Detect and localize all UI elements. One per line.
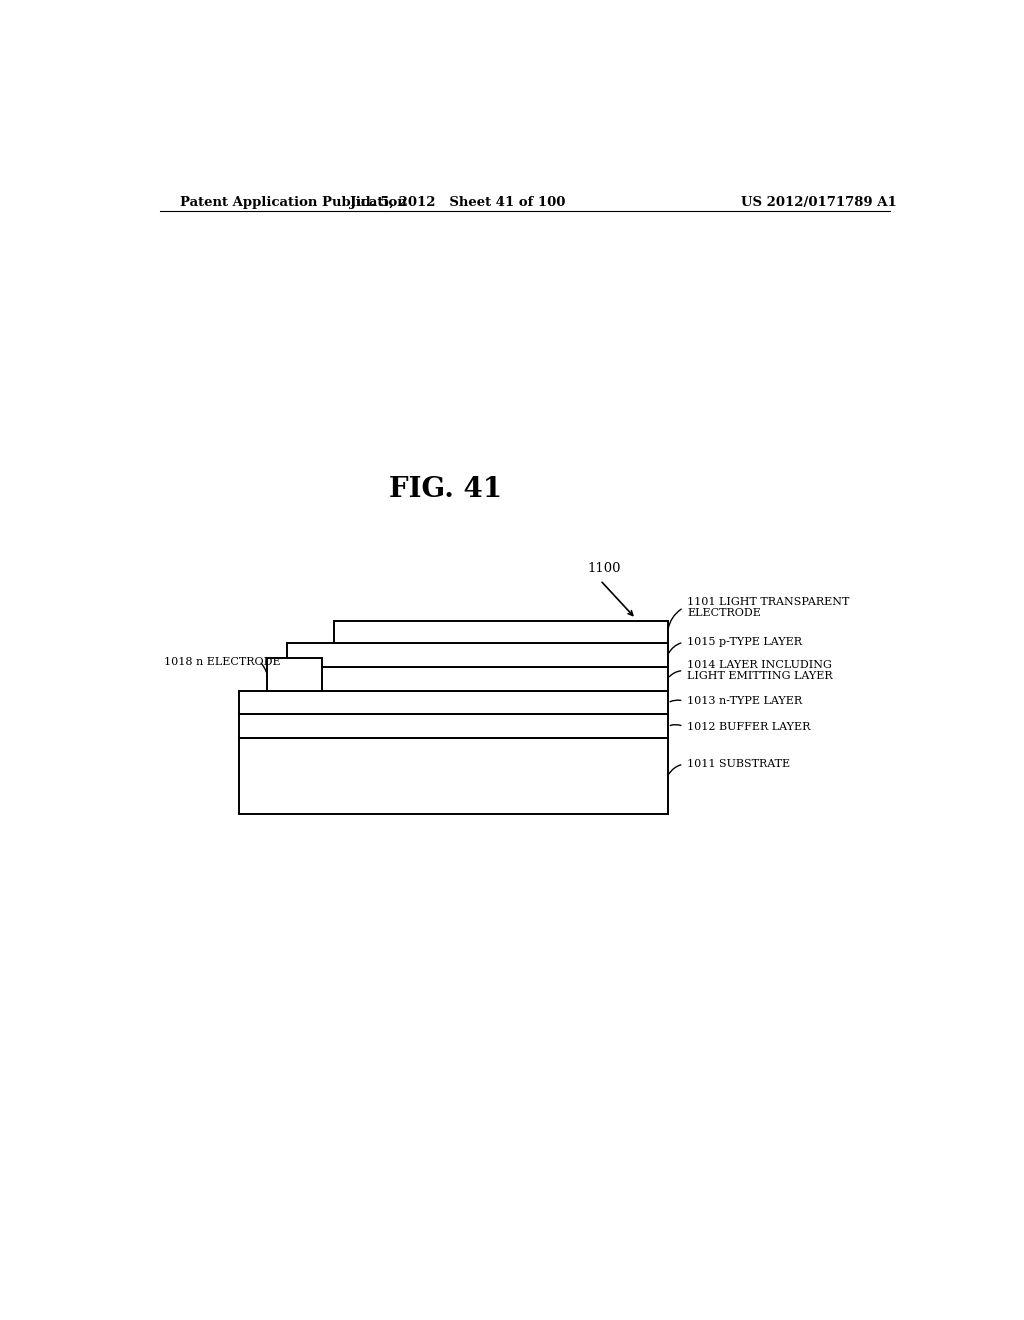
- Bar: [287, 667, 668, 690]
- Bar: [334, 620, 668, 643]
- Text: 1014 LAYER INCLUDING
LIGHT EMITTING LAYER: 1014 LAYER INCLUDING LIGHT EMITTING LAYE…: [687, 660, 834, 681]
- Text: Patent Application Publication: Patent Application Publication: [179, 195, 407, 209]
- Text: US 2012/0171789 A1: US 2012/0171789 A1: [740, 195, 896, 209]
- Bar: [240, 738, 668, 814]
- Text: FIG. 41: FIG. 41: [389, 477, 502, 503]
- Bar: [287, 643, 668, 667]
- Text: 1101 LIGHT TRANSPARENT
ELECTRODE: 1101 LIGHT TRANSPARENT ELECTRODE: [687, 597, 850, 619]
- Text: 1015 p-TYPE LAYER: 1015 p-TYPE LAYER: [687, 638, 803, 647]
- Bar: [267, 659, 323, 690]
- Text: 1100: 1100: [588, 562, 621, 576]
- Text: 1013 n-TYPE LAYER: 1013 n-TYPE LAYER: [687, 696, 803, 706]
- Text: 1011 SUBSTRATE: 1011 SUBSTRATE: [687, 759, 791, 770]
- Bar: [240, 714, 668, 738]
- Text: 1018 n ELECTRODE: 1018 n ELECTRODE: [164, 656, 281, 667]
- Text: 1012 BUFFER LAYER: 1012 BUFFER LAYER: [687, 722, 811, 731]
- Text: Jul. 5, 2012   Sheet 41 of 100: Jul. 5, 2012 Sheet 41 of 100: [349, 195, 565, 209]
- Bar: [240, 690, 668, 714]
